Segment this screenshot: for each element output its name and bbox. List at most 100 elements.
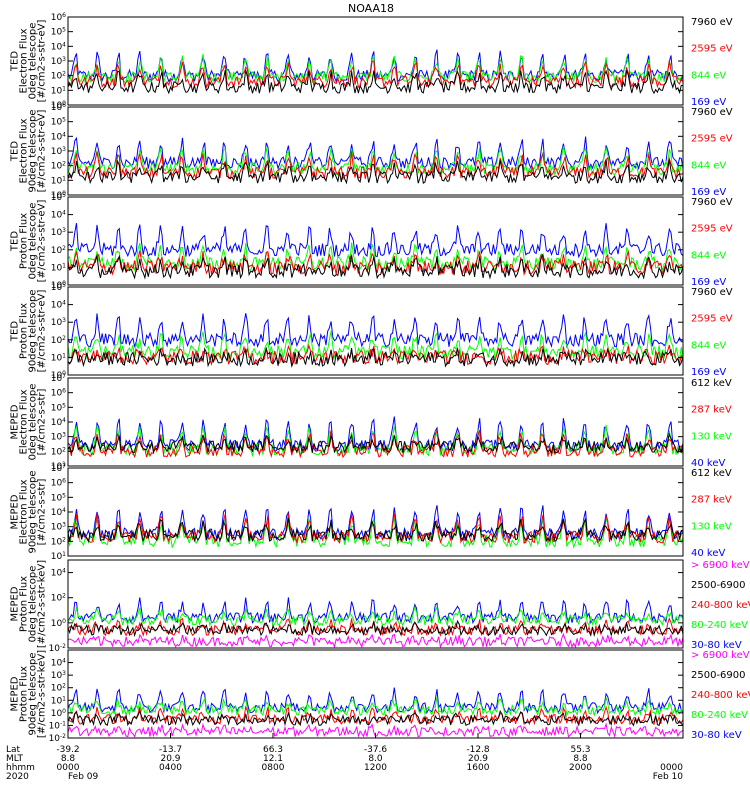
y-axis-title: MEPEDProton Flux90deg telescope[#/cm2-s-… <box>10 650 48 738</box>
series-line-4-2 <box>67 343 684 367</box>
series-line-7-1 <box>67 632 684 649</box>
y-tick-label: 104 <box>51 209 66 221</box>
footer-hhmm-label: 2000 <box>569 763 592 773</box>
series-line-8-2 <box>67 709 684 727</box>
y-tick-label: 100 <box>51 370 66 382</box>
y-axis-title-line: [#/cm2-s-str-eV] <box>37 20 48 103</box>
series-line-1-1 <box>67 69 684 95</box>
y-tick-label: 102 <box>51 446 66 458</box>
y-tick-label: 103 <box>51 317 66 329</box>
y-tick-label: 102 <box>51 70 66 82</box>
y-tick-label: 101 <box>51 262 66 274</box>
legend-entry: 169 eV <box>691 277 726 288</box>
y-axis-title: TEDElectron Flux0deg telescope[#/cm2-s-s… <box>10 20 48 103</box>
panel-frame <box>67 286 684 376</box>
y-axis-title: TEDProton Flux0deg telescope[#/cm2-s-str… <box>10 200 48 283</box>
legend-entry: > 6900 keV <box>691 650 750 661</box>
footer-lat-label: 66.3 <box>263 745 283 755</box>
y-tick-label: 105 <box>51 402 66 414</box>
y-tick-label: 101 <box>51 175 66 187</box>
legend-entry: 844 eV <box>691 340 726 351</box>
y-tick-label: 104 <box>51 567 66 579</box>
y-axis-title-line: 0deg telescope <box>28 384 39 461</box>
footer-hhmm-label: 1200 <box>364 763 387 773</box>
panel-frame <box>67 649 684 739</box>
legend-entry: 7960 eV <box>691 107 733 118</box>
footer-hhmm-label: 0000 <box>57 763 80 773</box>
y-tick-label: 101 <box>51 461 66 473</box>
y-axis-title-line: TED <box>10 51 21 72</box>
y-axis-title: TEDElectron Flux90deg telescope[#/cm2-s-… <box>10 109 48 192</box>
legend-entry: 612 keV <box>691 468 732 479</box>
y-tick-label: 101 <box>51 85 66 97</box>
legend-entry: 240-800 keV <box>691 690 750 701</box>
y-tick-label: 103 <box>51 56 66 68</box>
footer-hhmm-label: 0000 <box>660 763 683 773</box>
footer-date-label: Feb 10 <box>653 772 684 782</box>
legend-entry: > 6900 keV <box>691 560 750 571</box>
legend-entry: 80-240 keV <box>691 710 748 721</box>
series-line-7-2 <box>67 619 684 638</box>
footer-hhmm-label: 1600 <box>467 763 490 773</box>
y-axis-title-line: MEPED <box>10 404 21 439</box>
legend-entry: 169 eV <box>691 367 726 378</box>
y-tick-label: 103 <box>51 521 66 533</box>
y-tick-label: 100 <box>51 280 66 292</box>
y-axis-title-line: 90deg telescope <box>28 109 39 192</box>
footer-lat-label: -37.6 <box>364 745 388 755</box>
legend-entry: 2595 eV <box>691 224 733 235</box>
chart-title: NOAA18 <box>348 2 394 15</box>
y-tick-label: 102 <box>51 536 66 548</box>
y-tick-label: 100 <box>51 707 66 719</box>
legend-entry: 2500-6900 <box>691 670 746 681</box>
y-axis-title-line: TED <box>10 321 21 342</box>
y-axis-title: TEDProton Flux90deg telescope[#/cm2-s-st… <box>10 289 48 372</box>
y-axis-title-line: Proton Flux <box>19 576 30 632</box>
y-axis-title-line: 0deg telescope <box>28 203 39 280</box>
footer-row-label: MLT <box>6 754 24 764</box>
y-axis-title-line: [#/cm2-s-str-eV] <box>37 290 48 373</box>
y-axis-title-line: [#/cm2-s-str] <box>37 388 48 455</box>
footer-mlt-label: 12.1 <box>263 754 283 764</box>
y-tick-label: 105 <box>51 282 66 294</box>
y-tick-label: 106 <box>51 12 66 24</box>
y-axis-title-line: [#/cm2-s-str-eV] <box>37 200 48 283</box>
series-line-4-4 <box>67 313 684 349</box>
y-tick-label: 103 <box>51 431 66 443</box>
panel-frame <box>67 559 684 649</box>
legend-entry: 7960 eV <box>691 197 733 208</box>
y-tick-label: 102 <box>51 244 66 256</box>
y-tick-label: 100 <box>51 190 66 202</box>
y-tick-label: 105 <box>51 116 66 128</box>
legend-entry: 130 keV <box>691 521 732 532</box>
legend-entry: 130 keV <box>691 431 732 442</box>
series-line-5-1 <box>67 432 684 455</box>
y-axis-title-line: MEPED <box>10 494 21 529</box>
y-tick-label: 105 <box>51 192 66 204</box>
y-axis-title: MEPEDElectron Flux0deg telescope[#/cm2-s… <box>10 384 48 461</box>
y-tick-label: 105 <box>51 26 66 38</box>
panel-frame <box>67 196 684 286</box>
legend-entry: 7960 eV <box>691 17 733 28</box>
y-axis-title-line: 90deg telescope <box>28 289 39 372</box>
y-tick-label: 104 <box>51 299 66 311</box>
y-axis-title-line: Electron Flux <box>19 28 30 93</box>
y-tick-label: 101 <box>51 551 66 563</box>
y-tick-label: 107 <box>51 373 66 385</box>
y-axis-title-line: Electron Flux <box>19 118 30 183</box>
legend-entry: 30-80 keV <box>691 730 742 741</box>
footer-row-label: hhmm <box>6 763 35 773</box>
y-axis-title-line: TED <box>10 141 21 162</box>
y-axis-title-line: 90deg telescope <box>28 652 39 735</box>
legend-entry: 169 eV <box>691 187 726 198</box>
y-tick-label: 10-2 <box>49 643 67 655</box>
legend-entry: 240-800 keV <box>691 600 750 611</box>
series-line-5-2 <box>67 429 684 459</box>
